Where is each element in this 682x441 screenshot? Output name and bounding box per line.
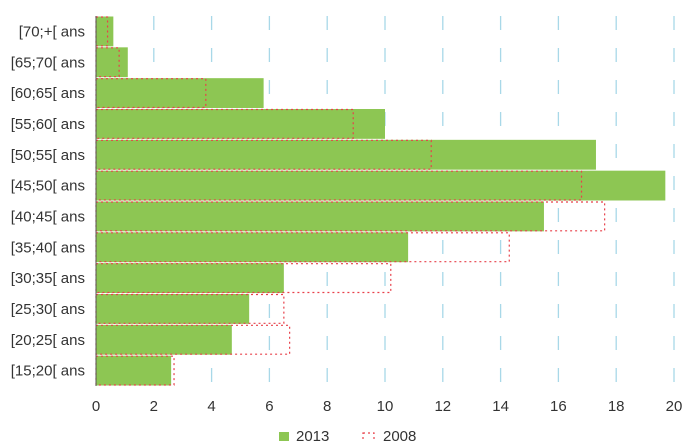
bar-2013-10 bbox=[96, 47, 128, 77]
legend-label-2008: 2008 bbox=[383, 428, 416, 441]
x-tick-label: 18 bbox=[608, 398, 625, 415]
bar-2013-11 bbox=[96, 17, 113, 47]
y-tick-label: [25;30[ ans bbox=[11, 301, 85, 318]
bar-2013-4 bbox=[96, 232, 408, 262]
bar-2013-9 bbox=[96, 78, 264, 108]
y-tick-label: [15;20[ ans bbox=[11, 363, 85, 380]
bar-2013-5 bbox=[96, 202, 544, 232]
x-tick-label: 16 bbox=[550, 398, 567, 415]
y-tick-label: [65;70[ ans bbox=[11, 54, 85, 71]
bar-2013-0 bbox=[96, 356, 171, 386]
y-tick-label: [40;45[ ans bbox=[11, 208, 85, 225]
bar-2013-6 bbox=[96, 171, 665, 201]
x-tick-label: 8 bbox=[323, 398, 331, 415]
x-tick-labels: 0 2 4 6 8 10 12 14 16 18 20 bbox=[92, 398, 682, 415]
x-tick-label: 0 bbox=[92, 398, 100, 415]
x-tick-label: 10 bbox=[377, 398, 394, 415]
y-tick-label: [30;35[ ans bbox=[11, 270, 85, 287]
legend: 2013 2008 bbox=[279, 428, 416, 441]
bar-2013-8 bbox=[96, 109, 385, 139]
bar-2013-1 bbox=[96, 325, 232, 355]
bar-2013-3 bbox=[96, 263, 284, 293]
x-tick-label: 12 bbox=[434, 398, 451, 415]
y-tick-label: [20;25[ ans bbox=[11, 332, 85, 349]
y-tick-label: [35;40[ ans bbox=[11, 239, 85, 256]
x-tick-label: 4 bbox=[207, 398, 215, 415]
series-2013 bbox=[96, 17, 665, 386]
legend-label-2013: 2013 bbox=[296, 428, 329, 441]
y-tick-label: [50;55[ ans bbox=[11, 147, 85, 164]
x-tick-label: 6 bbox=[265, 398, 273, 415]
bar-2013-7 bbox=[96, 140, 596, 170]
y-tick-label: [55;60[ ans bbox=[11, 116, 85, 133]
x-tick-label: 14 bbox=[492, 398, 509, 415]
y-tick-label: [45;50[ ans bbox=[11, 178, 85, 195]
legend-swatch-2013 bbox=[279, 432, 289, 441]
bar-2013-2 bbox=[96, 294, 249, 324]
y-tick-labels: [15;20[ ans [20;25[ ans [25;30[ ans [30;35[… bbox=[11, 23, 85, 379]
y-tick-label: [60;65[ ans bbox=[11, 85, 85, 102]
x-tick-label: 2 bbox=[150, 398, 158, 415]
legend-swatch-2008 bbox=[363, 433, 374, 441]
y-tick-label: [70;+[ ans bbox=[19, 23, 85, 40]
x-tick-label: 20 bbox=[666, 398, 682, 415]
